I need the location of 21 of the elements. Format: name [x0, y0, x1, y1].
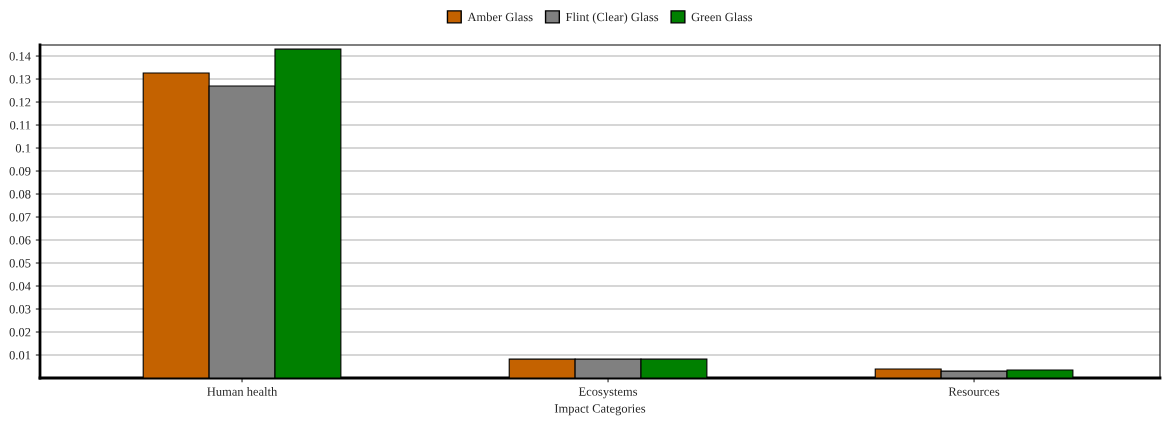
legend-label: Flint (Clear) Glass [565, 12, 659, 24]
y-tick-label: 0.06 [9, 236, 31, 245]
x-tick-label: Resources [948, 387, 1000, 396]
x-tick-label: Human health [207, 387, 278, 396]
y-tick-label: 0.05 [9, 259, 31, 268]
legend-label: Green Glass [691, 12, 753, 22]
y-tick-label: 0.03 [9, 305, 31, 314]
y-tick-label: 0.08 [9, 190, 31, 199]
x-axis-title: Impact Categories [554, 404, 646, 416]
y-tick-label: 0.1 [15, 144, 31, 153]
y-tick-label: 0.11 [10, 121, 31, 130]
y-tick-label: 0.07 [9, 213, 31, 222]
legend-label: Amber Glass [467, 12, 533, 22]
y-tick-label: 0.14 [9, 52, 31, 61]
y-tick-label: 0.02 [9, 328, 31, 337]
y-tick-label: 0.12 [9, 98, 31, 107]
y-tick-label: 0.13 [9, 75, 31, 84]
y-tick-label: 0.04 [9, 282, 31, 291]
y-tick-label: 0.01 [9, 351, 31, 360]
y-tick-label: 0.09 [9, 167, 31, 176]
x-tick-label: Ecosystems [578, 387, 638, 399]
